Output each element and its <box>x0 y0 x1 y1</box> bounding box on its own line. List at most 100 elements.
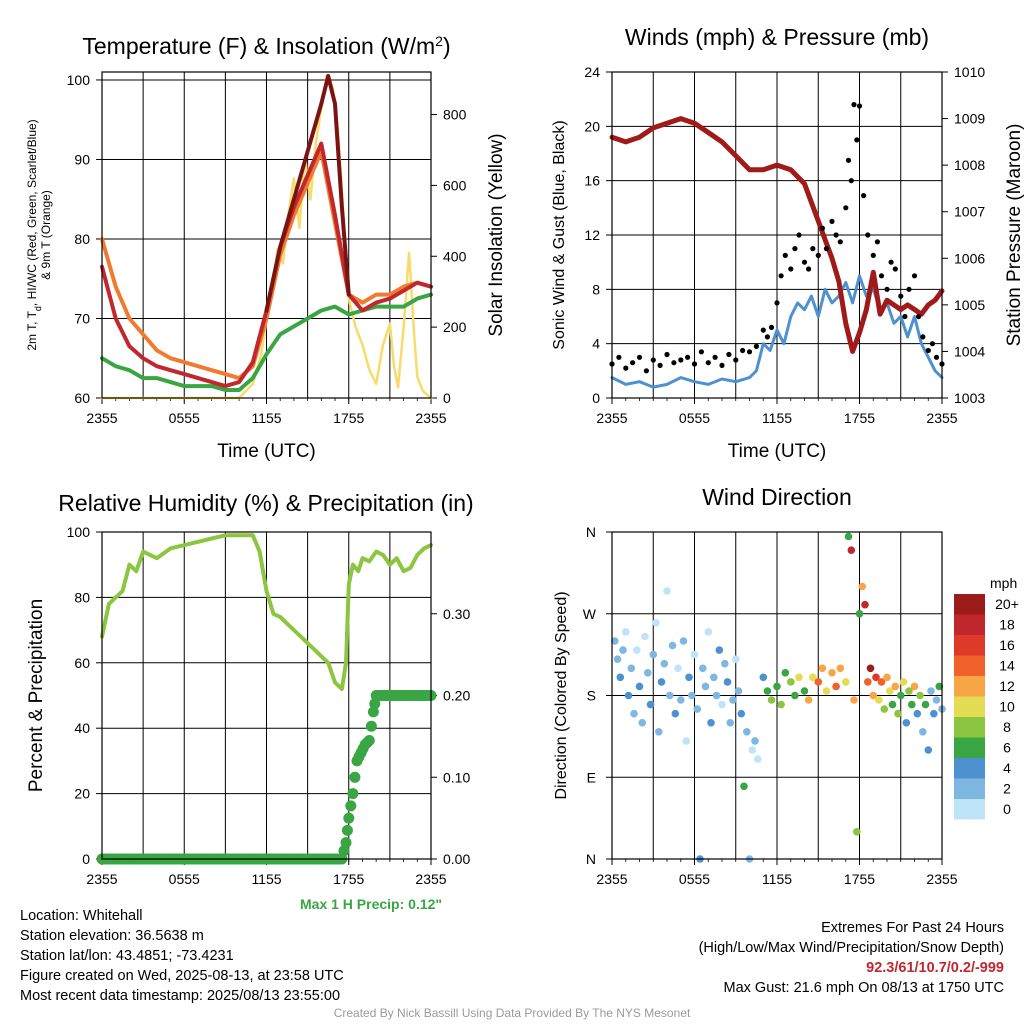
colorbar-swatch <box>954 676 985 697</box>
y-tick-label: N <box>586 851 596 867</box>
direction-point <box>679 637 688 645</box>
gust-point <box>884 286 890 292</box>
y-tick-label: 4 <box>592 336 600 352</box>
gust-point <box>878 273 885 279</box>
gust-point <box>916 313 922 320</box>
direction-point <box>723 678 732 686</box>
direction-point <box>842 678 850 686</box>
direction-point <box>916 691 924 700</box>
y2-axis-label: Station Pressure (Maroon) <box>1004 124 1024 347</box>
direction-point <box>674 664 682 673</box>
gust-point <box>810 246 816 252</box>
plot-frame <box>101 71 432 399</box>
y-axis-label-part: 2m T, T <box>25 310 39 350</box>
direction-point <box>657 678 666 686</box>
gust-point <box>888 259 894 265</box>
direction-point <box>666 691 674 700</box>
direction-point <box>671 709 680 718</box>
direction-point <box>616 673 625 682</box>
colorbar-swatch <box>954 758 985 779</box>
direction-point <box>919 728 927 736</box>
gust-point <box>870 252 876 258</box>
direction-point <box>663 587 671 595</box>
gust-point <box>929 341 936 347</box>
station-location: Location: Whitehall <box>20 908 143 924</box>
gust-point <box>843 205 849 211</box>
direction-point <box>869 691 878 700</box>
gust-point <box>664 351 670 358</box>
colorbar-label: 6 <box>1003 740 1011 756</box>
x-tick-label: 2355 <box>86 871 117 887</box>
colorbar-swatch <box>954 717 985 738</box>
direction-point <box>740 782 748 791</box>
direction-point <box>748 746 757 754</box>
direction-point <box>864 678 872 686</box>
direction-point <box>737 709 746 718</box>
gust-point <box>815 252 821 258</box>
y2-axis-label: Solar Insolation (Yellow) <box>486 133 507 336</box>
gust-point <box>719 362 725 368</box>
direction-point <box>935 682 944 691</box>
chart-panel-2: 2355 0555 1155 1755 2355 0 4 8 12 16 20 24 1003 1004 1… <box>584 64 985 426</box>
gust-point <box>911 273 918 279</box>
colorbar-label: 20+ <box>995 596 1019 612</box>
direction-point <box>927 687 935 695</box>
colorbar-label: 4 <box>1003 760 1011 776</box>
y-axis-label: Percent & Precipitation <box>26 599 47 792</box>
y-tick-label: N <box>586 524 596 540</box>
x-tick-label: 0555 <box>169 410 200 426</box>
direction-point <box>902 719 911 727</box>
y2-tick-label: 400 <box>443 248 467 264</box>
x-tick-label: 1755 <box>333 410 364 426</box>
direction-point <box>668 641 677 650</box>
gust-point <box>746 349 753 355</box>
y2-tick-label: 1007 <box>954 204 985 220</box>
gust-point <box>643 368 650 374</box>
colorbar-label: 14 <box>999 658 1015 674</box>
direction-point <box>704 628 713 636</box>
direction-point <box>836 664 845 673</box>
x-tick-label: 1155 <box>762 871 792 887</box>
y-tick-label: 80 <box>74 589 90 605</box>
direction-point <box>611 637 619 645</box>
direction-point <box>899 678 908 686</box>
precip-point <box>365 720 377 732</box>
gust-point <box>774 300 780 306</box>
direction-point <box>932 696 941 704</box>
credit-line: Created By Nick Bassill Using Data Provi… <box>333 1006 691 1020</box>
y-axis-label-sub: d <box>33 306 43 311</box>
y-tick-label: 0 <box>592 390 600 406</box>
gust-point <box>892 266 898 272</box>
precip-point <box>340 837 352 849</box>
gust-point <box>851 102 857 108</box>
y2-tick-label: 600 <box>443 177 467 193</box>
colorbar-swatch <box>954 614 985 635</box>
direction-point <box>688 691 696 700</box>
colorbar-swatch <box>954 778 985 799</box>
direction-point <box>734 687 743 695</box>
y-tick-label: 90 <box>74 151 90 167</box>
x-tick-label: 2355 <box>596 410 627 426</box>
colorbar-label: 16 <box>999 637 1015 653</box>
series-line-hiwc <box>264 74 351 313</box>
direction-point <box>715 646 724 654</box>
x-tick-label: 2355 <box>926 410 957 426</box>
direction-point <box>905 687 913 695</box>
y-axis-label-part: , HI/WC (Red, Green, Scarlet/Blue) <box>25 119 39 306</box>
chart-title: Temperature (F) & Insolation (W/m2) <box>82 33 450 59</box>
direction-point <box>781 669 790 677</box>
y2-tick-label: 0 <box>443 390 451 406</box>
precip-point <box>363 735 375 746</box>
precip-point <box>367 706 379 718</box>
max-gust: Max Gust: 21.6 mph On 08/13 at 1750 UTC <box>723 980 1004 996</box>
gust-point <box>837 239 843 245</box>
y-tick-label: 16 <box>584 173 600 189</box>
direction-point <box>894 709 902 718</box>
y2-tick-label: 0.00 <box>443 851 470 867</box>
precip-point <box>341 824 353 836</box>
direction-point <box>754 755 762 763</box>
gust-point <box>792 246 798 252</box>
direction-point <box>921 700 930 709</box>
